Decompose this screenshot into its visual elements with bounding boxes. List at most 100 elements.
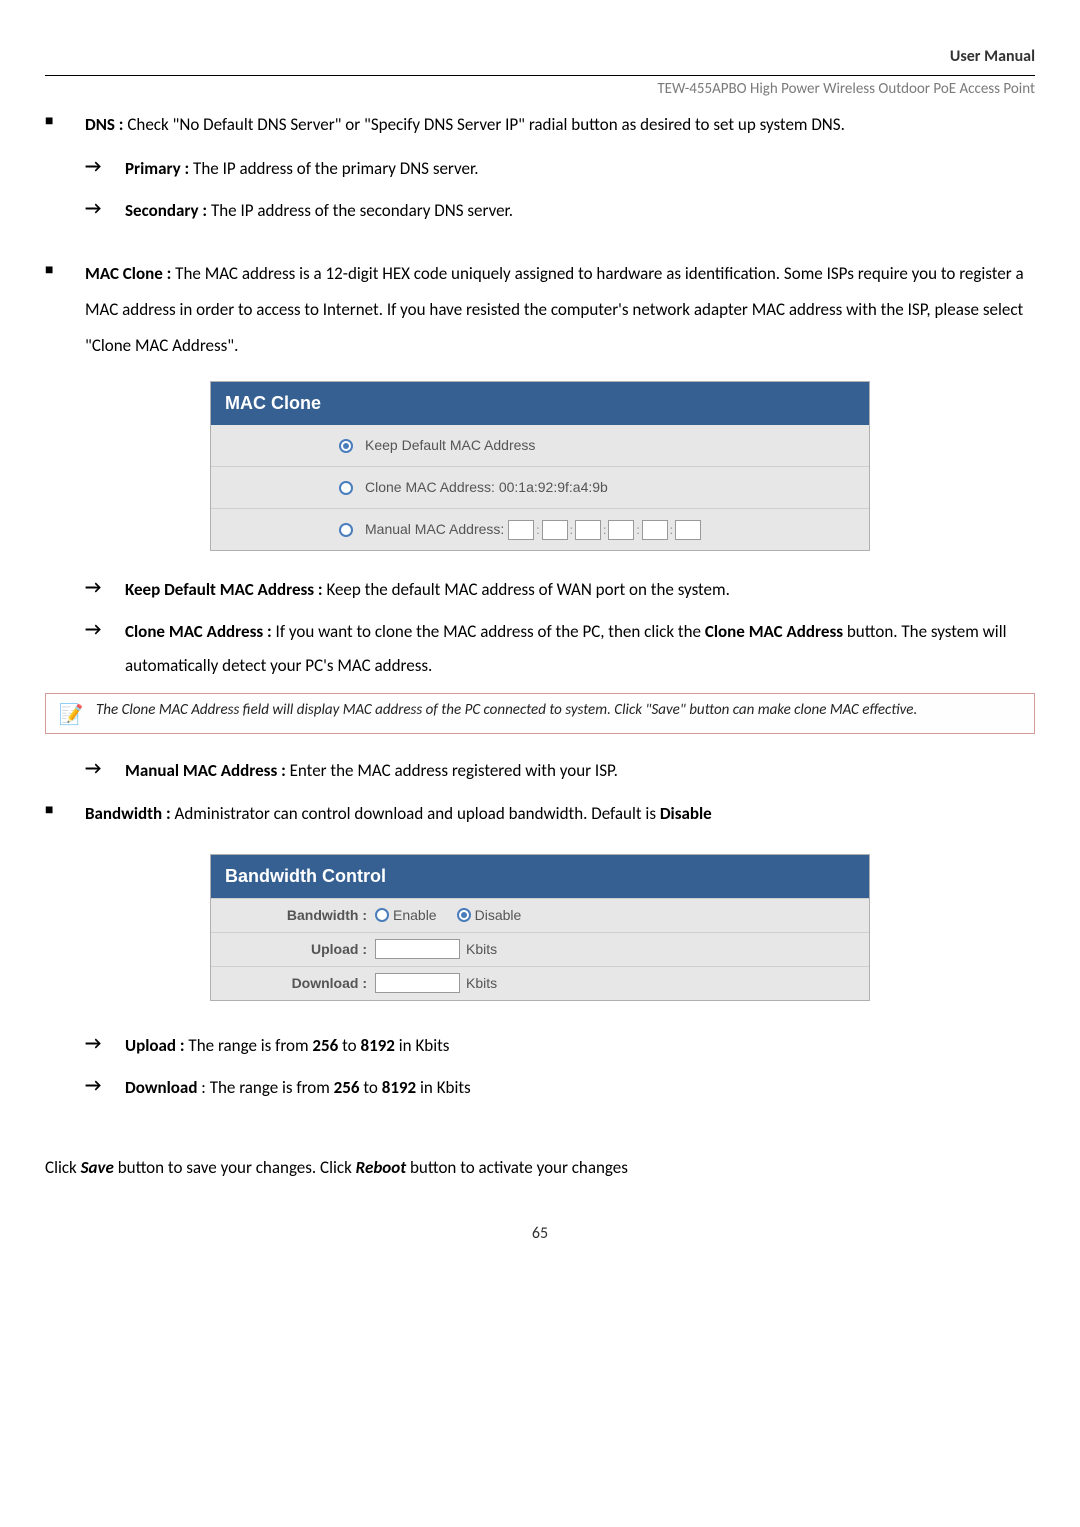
primary-label: Primary : [125, 158, 189, 179]
bandwidth-default: Disable [660, 803, 712, 824]
mac-section: ■ MAC Clone : The MAC address is a 12-di… [45, 256, 1035, 363]
dl-label: Download [125, 1077, 197, 1098]
secondary-text: Secondary : The IP address of the second… [125, 194, 1035, 228]
keep-default-text: Keep Default MAC Address : Keep the defa… [125, 573, 1035, 607]
footer-t1: Click [45, 1157, 81, 1178]
header-rule [45, 75, 1035, 76]
up-label: Upload : [125, 1035, 185, 1056]
mac-input-1[interactable] [508, 520, 534, 540]
download-label: Download : [225, 973, 375, 994]
mac-input-4[interactable] [608, 520, 634, 540]
mac-input-2[interactable] [542, 520, 568, 540]
arrow-icon: → [85, 1029, 125, 1063]
arrow-icon: → [85, 1071, 125, 1105]
secondary-desc: The IP address of the secondary DNS serv… [207, 200, 513, 221]
bandwidth-panel: Bandwidth Control Bandwidth : Enable Dis… [210, 854, 870, 1001]
secondary-row: → Secondary : The IP address of the seco… [85, 194, 1035, 228]
radio-enable[interactable] [375, 908, 389, 922]
mac-input-3[interactable] [575, 520, 601, 540]
reboot-bold: Reboot [356, 1157, 406, 1178]
bw-label: Bandwidth : [225, 905, 375, 926]
bandwidth-label: Bandwidth : [85, 803, 171, 824]
mac-opt3-label: Manual MAC Address: [365, 519, 504, 540]
dns-label: DNS : [85, 114, 123, 135]
clone-bold: Clone MAC Address [705, 621, 843, 642]
save-bold: Save [81, 1157, 114, 1178]
clone-label: Clone MAC Address : [125, 621, 272, 642]
upload-label: Upload : [225, 939, 375, 960]
note-text: The Clone MAC Address field will display… [96, 700, 917, 721]
bw-row-download: Download : Kbits [211, 966, 869, 1000]
manual-mac-text: Manual MAC Address : Enter the MAC addre… [125, 754, 1035, 788]
enable-label: Enable [393, 905, 437, 926]
up-mid: to [338, 1035, 360, 1056]
keep-label: Keep Default MAC Address : [125, 579, 323, 600]
manual-mac-row: → Manual MAC Address : Enter the MAC add… [85, 754, 1035, 788]
radio-manual-mac[interactable] [339, 523, 353, 537]
bandwidth-panel-title: Bandwidth Control [211, 855, 869, 898]
mac-opt1-row: Keep Default MAC Address [211, 425, 869, 466]
clone-desc-1: If you want to clone the MAC address of … [272, 621, 705, 642]
mac-opt1-label: Keep Default MAC Address [365, 435, 535, 456]
keep-default-row: → Keep Default MAC Address : Keep the de… [85, 573, 1035, 607]
download-input[interactable] [375, 973, 460, 993]
up-8192: 8192 [360, 1035, 394, 1056]
dns-desc: Check "No Default DNS Server" or "Specif… [123, 114, 844, 135]
mac-label: MAC Clone : [85, 263, 171, 284]
dl-desc-2: in Kbits [416, 1077, 471, 1098]
upload-input[interactable] [375, 939, 460, 959]
dl-256: 256 [334, 1077, 360, 1098]
clone-mac-row: → Clone MAC Address : If you want to clo… [85, 615, 1035, 683]
bullet-icon: ■ [45, 796, 85, 832]
radio-keep-default[interactable] [339, 439, 353, 453]
secondary-label: Secondary : [125, 200, 207, 221]
up-desc-2: in Kbits [395, 1035, 450, 1056]
arrow-icon: → [85, 754, 125, 788]
up-desc-1: The range is from [185, 1035, 313, 1056]
bw-row-bandwidth: Bandwidth : Enable Disable [211, 898, 869, 932]
manual-title: User Manual [45, 45, 1035, 69]
arrow-icon: → [85, 152, 125, 186]
download-range-text: Download : The range is from 256 to 8192… [125, 1071, 1035, 1105]
arrow-icon: → [85, 194, 125, 228]
radio-clone-mac[interactable] [339, 481, 353, 495]
mac-opt2-row: Clone MAC Address: 00:1a:92:9f:a4:9b [211, 466, 869, 508]
primary-desc: The IP address of the primary DNS server… [189, 158, 478, 179]
download-unit: Kbits [466, 973, 497, 994]
mac-opt3-row: Manual MAC Address: : : : : : [211, 508, 869, 550]
bandwidth-text: Bandwidth : Administrator can control do… [85, 796, 1035, 832]
dl-desc-1: : The range is from [197, 1077, 333, 1098]
keep-desc: Keep the default MAC address of WAN port… [323, 579, 730, 600]
arrow-icon: → [85, 573, 125, 607]
footer-instructions: Click Save button to save your changes. … [45, 1153, 1035, 1184]
bandwidth-desc-1: Administrator can control download and u… [171, 803, 660, 824]
mac-opt2-label: Clone MAC Address: 00:1a:92:9f:a4:9b [365, 477, 608, 498]
mac-text: MAC Clone : The MAC address is a 12-digi… [85, 256, 1035, 363]
note-icon: 📝 [56, 703, 86, 727]
device-subtitle: TEW-455APBO High Power Wireless Outdoor … [45, 78, 1035, 101]
radio-disable[interactable] [457, 908, 471, 922]
mac-panel-title: MAC Clone [211, 382, 869, 425]
primary-row: → Primary : The IP address of the primar… [85, 152, 1035, 186]
mac-input-5[interactable] [642, 520, 668, 540]
up-256: 256 [312, 1035, 338, 1056]
dns-text: DNS : Check "No Default DNS Server" or "… [85, 107, 1035, 143]
upload-range-row: → Upload : The range is from 256 to 8192… [85, 1029, 1035, 1063]
page-number: 65 [45, 1222, 1035, 1246]
manual-desc: Enter the MAC address registered with yo… [286, 760, 618, 781]
manual-mac-inputs: : : : : : [508, 520, 701, 540]
download-range-row: → Download : The range is from 256 to 81… [85, 1071, 1035, 1105]
mac-input-6[interactable] [675, 520, 701, 540]
clone-mac-text: Clone MAC Address : If you want to clone… [125, 615, 1035, 683]
bw-row-upload: Upload : Kbits [211, 932, 869, 966]
primary-text: Primary : The IP address of the primary … [125, 152, 1035, 186]
upload-unit: Kbits [466, 939, 497, 960]
footer-t3: button to activate your changes [406, 1157, 628, 1178]
upload-range-text: Upload : The range is from 256 to 8192 i… [125, 1029, 1035, 1063]
footer-t2: button to save your changes. Click [114, 1157, 356, 1178]
bullet-icon: ■ [45, 256, 85, 363]
manual-label: Manual MAC Address : [125, 760, 286, 781]
note-box: 📝 The Clone MAC Address field will displ… [45, 693, 1035, 734]
bandwidth-section: ■ Bandwidth : Administrator can control … [45, 796, 1035, 832]
disable-label: Disable [475, 905, 522, 926]
